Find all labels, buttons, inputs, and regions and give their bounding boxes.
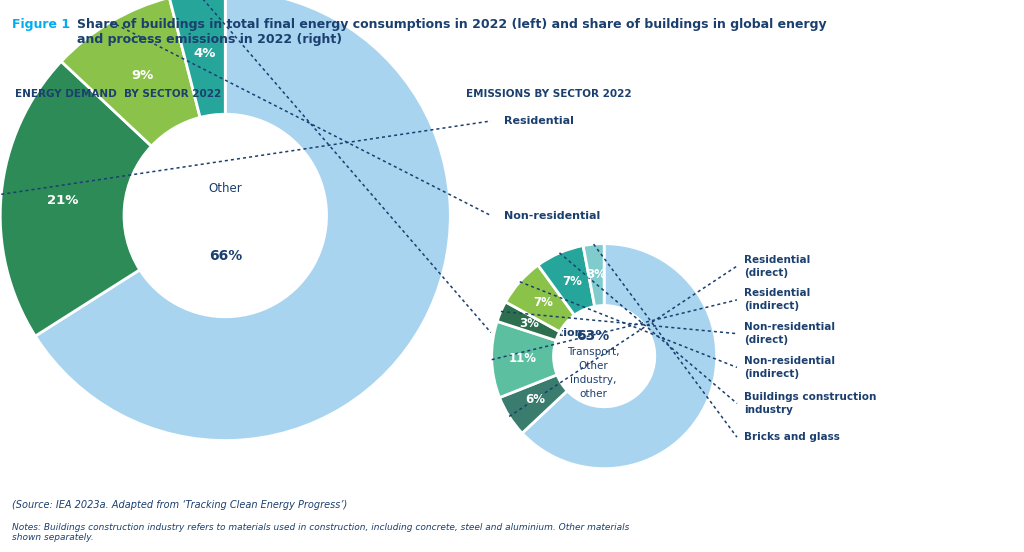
Text: Non-residential
(indirect): Non-residential (indirect) [743,356,835,379]
Wedge shape [169,0,225,118]
Wedge shape [506,265,574,332]
Text: Transport,
Other
industry,
other: Transport, Other industry, other [566,347,620,399]
Text: 11%: 11% [509,352,537,365]
Text: EMISSIONS BY SECTOR 2022: EMISSIONS BY SECTOR 2022 [466,89,632,99]
Wedge shape [500,375,567,433]
Wedge shape [497,302,560,341]
Text: Share of buildings in total final energy consumptions in 2022 (left) and share o: Share of buildings in total final energy… [77,18,826,46]
Text: 9%: 9% [131,68,154,82]
Text: Residential: Residential [505,116,574,126]
Text: 63%: 63% [577,329,609,343]
Text: 6%: 6% [525,394,546,406]
Text: 3%: 3% [519,317,540,330]
Text: Non-residential
(direct): Non-residential (direct) [743,322,835,345]
Wedge shape [583,243,604,306]
Text: 21%: 21% [47,194,79,206]
Text: Buildings
construction
industry: Buildings construction industry [505,314,583,351]
Wedge shape [492,321,557,397]
Wedge shape [35,0,451,440]
Text: Residential
(indirect): Residential (indirect) [743,288,810,311]
Text: Residential
(direct): Residential (direct) [743,254,810,278]
Text: Non-residential: Non-residential [505,210,601,220]
Text: Bricks and glass: Bricks and glass [743,432,840,442]
Text: Other: Other [209,182,242,195]
Text: Notes: Buildings construction industry refers to materials used in construction,: Notes: Buildings construction industry r… [12,523,630,542]
Wedge shape [0,61,152,336]
Text: 7%: 7% [534,296,553,309]
Wedge shape [61,0,200,146]
Text: Buildings construction
industry: Buildings construction industry [743,392,877,415]
Text: 7%: 7% [562,275,582,288]
Text: ENERGY DEMAND  BY SECTOR 2022: ENERGY DEMAND BY SECTOR 2022 [15,89,221,99]
Text: 4%: 4% [194,47,216,60]
Text: 66%: 66% [209,249,242,263]
Wedge shape [522,243,717,469]
Text: Figure 1: Figure 1 [12,18,71,31]
Text: 3%: 3% [587,268,606,282]
Wedge shape [538,246,595,315]
Text: (Source: IEA 2023a. Adapted from ‘Tracking Clean Energy Progress’): (Source: IEA 2023a. Adapted from ‘Tracki… [12,500,347,509]
